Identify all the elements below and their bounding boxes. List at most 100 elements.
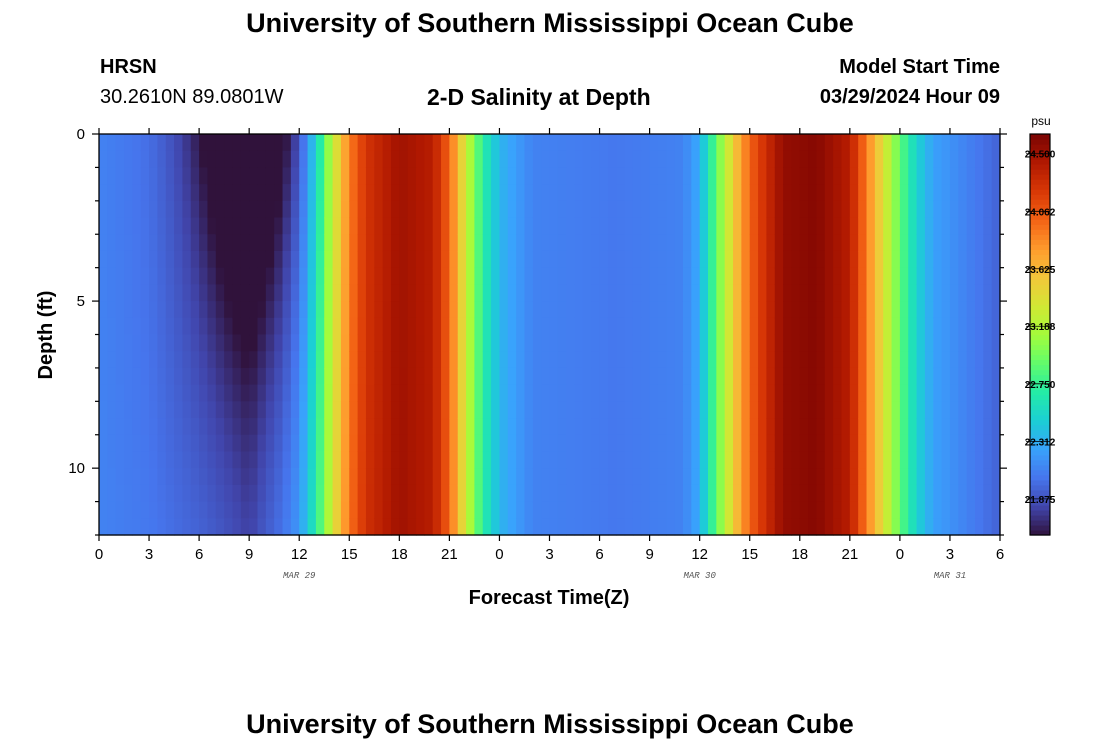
heatmap-cell [566, 301, 576, 319]
heatmap-cell [624, 518, 634, 536]
heatmap-cell [632, 501, 642, 519]
heatmap-cell [107, 501, 117, 519]
heatmap-cell [474, 134, 484, 152]
heatmap-cell [974, 134, 984, 152]
heatmap-cell [199, 267, 209, 285]
heatmap-cell [424, 184, 434, 202]
heatmap-cell [733, 367, 742, 386]
heatmap-cell [657, 134, 667, 152]
heatmap-cell [182, 351, 192, 369]
heatmap-cell [574, 217, 584, 235]
heatmap-cell [899, 250, 909, 269]
heatmap-cell [666, 434, 676, 453]
heatmap-cell [199, 484, 209, 503]
heatmap-cell [374, 234, 384, 252]
heatmap-cell [682, 418, 692, 436]
heatmap-cell [958, 267, 968, 285]
heatmap-cell [891, 351, 901, 369]
heatmap-cell [649, 434, 659, 453]
heatmap-cell [507, 150, 517, 169]
heatmap-cell [649, 301, 659, 319]
heatmap-cell [632, 250, 642, 269]
heatmap-cell [474, 301, 484, 319]
heatmap-cell [557, 334, 567, 352]
heatmap-cell [799, 250, 809, 269]
heatmap-cell [724, 284, 734, 302]
heatmap-cell [574, 200, 584, 219]
heatmap-cell [582, 301, 592, 319]
heatmap-cell [899, 334, 909, 352]
heatmap-cell [140, 468, 150, 486]
heatmap-cell [399, 301, 409, 319]
heatmap-cell [249, 167, 259, 185]
x-tick-label: 21 [841, 546, 858, 563]
heatmap-cell [449, 401, 459, 419]
heatmap-cell [641, 167, 651, 185]
colorbar-segment [1030, 219, 1050, 225]
heatmap-cell [232, 518, 242, 536]
heatmap-cell [232, 267, 242, 285]
colorbar-segment [1030, 524, 1050, 531]
heatmap-cell [190, 351, 200, 369]
heatmap-cell [582, 468, 592, 486]
station-coordinates: 30.2610N 89.0801W [100, 86, 284, 108]
heatmap-cell [240, 434, 250, 453]
heatmap-cell [390, 351, 400, 369]
heatmap-cell [516, 200, 526, 219]
heatmap-cell [482, 301, 492, 319]
heatmap-cell [466, 434, 476, 453]
colorbar-segment [1030, 399, 1050, 406]
heatmap-cell [891, 484, 901, 503]
heatmap-cell [949, 284, 959, 302]
heatmap-cell [290, 367, 300, 386]
heatmap-cell [449, 334, 459, 352]
heatmap-cell [624, 418, 634, 436]
heatmap-cell [474, 434, 484, 453]
heatmap-cell [207, 184, 217, 202]
heatmap-cell [441, 501, 450, 519]
heatmap-cell [616, 234, 626, 252]
heatmap-cell [816, 234, 826, 252]
heatmap-cell [883, 301, 893, 319]
heatmap-cell [924, 167, 934, 185]
heatmap-cell [983, 134, 993, 152]
heatmap-cell [282, 200, 292, 219]
heatmap-cell [432, 518, 442, 536]
heatmap-cell [766, 267, 776, 285]
heatmap-cell [783, 351, 793, 369]
heatmap-cell [541, 284, 551, 302]
heatmap-cell [758, 317, 767, 336]
heatmap-cell [215, 367, 225, 386]
heatmap-cell [240, 367, 250, 386]
heatmap-cell [657, 384, 667, 402]
heatmap-cell [315, 418, 325, 436]
heatmap-cell [874, 167, 884, 185]
heatmap-cell [265, 301, 275, 319]
heatmap-cell [849, 334, 859, 352]
heatmap-cell [507, 384, 517, 402]
heatmap-cell [749, 418, 759, 436]
heatmap-cell [140, 150, 150, 169]
heatmap-cell [699, 184, 709, 202]
heatmap-cell [240, 250, 250, 269]
heatmap-cell [382, 167, 392, 185]
heatmap-cell [599, 200, 609, 219]
heatmap-cell [549, 351, 559, 369]
heatmap-cell [791, 284, 801, 302]
heatmap-cell [874, 284, 884, 302]
heatmap-cell [624, 367, 634, 386]
heatmap-cell [249, 184, 259, 202]
heatmap-cell [682, 284, 692, 302]
heatmap-cell [557, 418, 567, 436]
colorbar-segment [1030, 259, 1050, 265]
heatmap-cell [524, 234, 534, 252]
heatmap-cell [215, 167, 225, 185]
heatmap-cell [708, 334, 717, 352]
heatmap-cell [808, 200, 818, 219]
heatmap-cell [324, 367, 334, 386]
heatmap-cell [941, 518, 951, 536]
heatmap-cell [190, 401, 200, 419]
heatmap-cell [783, 184, 793, 202]
heatmap-cell [399, 501, 409, 519]
heatmap-cell [99, 351, 108, 369]
